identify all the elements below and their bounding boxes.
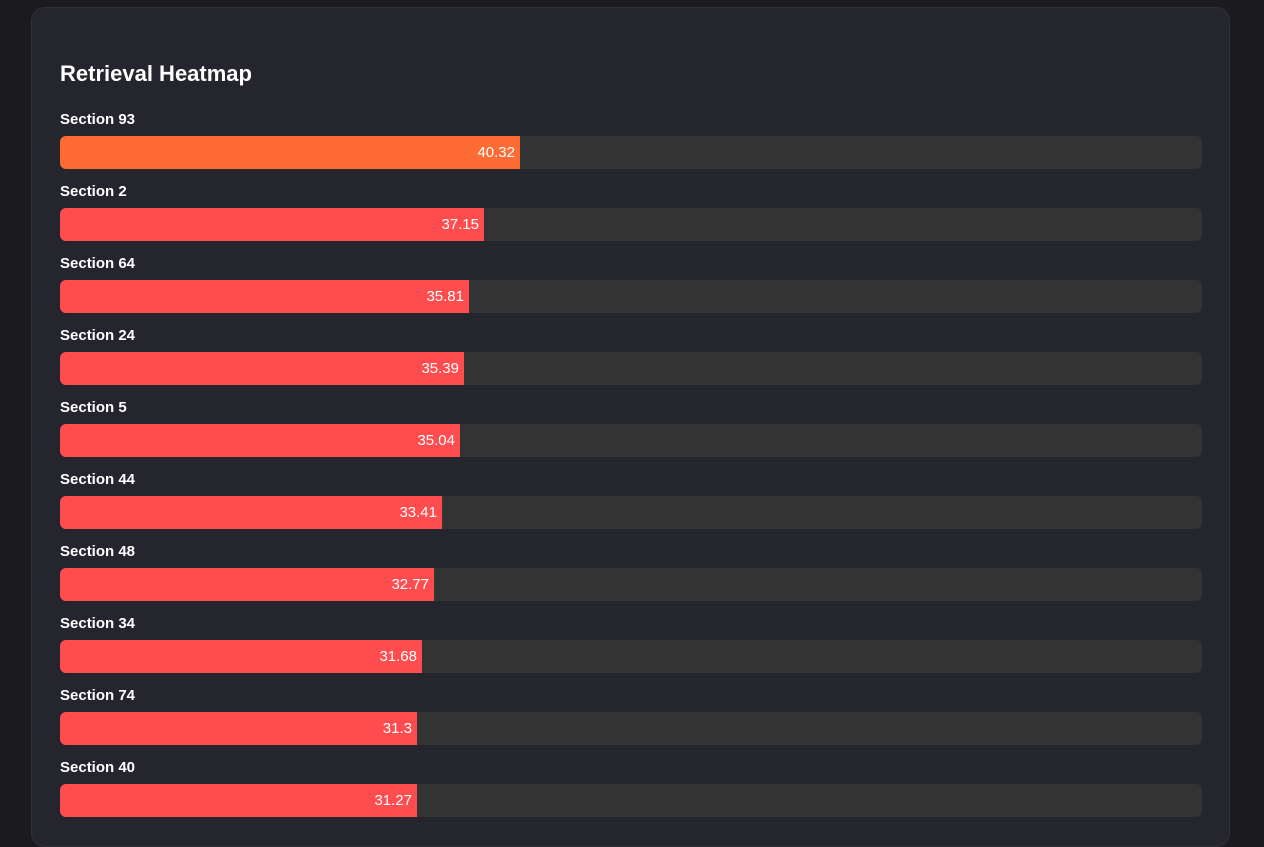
bar-value-label: 40.32 [477, 144, 515, 161]
bar-category-label: Section 64 [60, 255, 136, 272]
bar-row: Section 40 31.27 [60, 759, 1202, 831]
bar-category-label: Section 24 [60, 327, 136, 344]
bar-category-label: Section 44 [60, 471, 136, 488]
bar-fill [60, 208, 484, 241]
bar-track: 37.15 [60, 208, 1202, 241]
bar-value-label: 37.15 [441, 216, 479, 233]
bar-fill [60, 568, 434, 601]
bar-fill [60, 136, 520, 169]
bar-category-label: Section 93 [60, 111, 136, 128]
bar-row: Section 74 31.3 [60, 687, 1202, 759]
bar-value-label: 31.3 [382, 720, 412, 737]
bar-row: Section 44 33.41 [60, 471, 1202, 543]
bar-list: Section 93 40.32 Section 2 37.15 Section 64 3… [60, 111, 1202, 831]
bar-track: 31.68 [60, 640, 1202, 673]
bar-row: Section 48 32.77 [60, 543, 1202, 615]
bar-fill [60, 352, 464, 385]
bar-value-label: 35.81 [426, 288, 464, 305]
bar-category-label: Section 74 [60, 687, 136, 704]
bar-value-label: 35.39 [421, 360, 459, 377]
bar-row: Section 34 31.68 [60, 615, 1202, 687]
bar-value-label: 31.27 [374, 792, 412, 809]
bar-fill [60, 640, 422, 673]
card-title: Retrieval Heatmap [60, 61, 252, 86]
bar-row: Section 2 37.15 [60, 183, 1202, 255]
bar-fill [60, 424, 460, 457]
bar-row: Section 93 40.32 [60, 111, 1202, 183]
bar-fill [60, 712, 417, 745]
bar-category-label: Section 5 [60, 399, 127, 416]
bar-category-label: Section 2 [60, 183, 127, 200]
bar-value-label: 33.41 [399, 504, 437, 521]
bar-track: 35.04 [60, 424, 1202, 457]
bar-track: 31.27 [60, 784, 1202, 817]
bar-track: 35.39 [60, 352, 1202, 385]
bar-value-label: 35.04 [417, 432, 455, 449]
bar-category-label: Section 48 [60, 543, 136, 560]
bar-row: Section 5 35.04 [60, 399, 1202, 471]
bar-category-label: Section 34 [60, 615, 136, 632]
bar-value-label: 32.77 [391, 576, 429, 593]
bar-track: 35.81 [60, 280, 1202, 313]
bar-track: 40.32 [60, 136, 1202, 169]
heatmap-card: Retrieval Heatmap Section 93 40.32 Section… [31, 7, 1230, 847]
bar-row: Section 64 35.81 [60, 255, 1202, 327]
bar-track: 32.77 [60, 568, 1202, 601]
bar-value-label: 31.68 [379, 648, 417, 665]
bar-row: Section 24 35.39 [60, 327, 1202, 399]
bar-category-label: Section 40 [60, 759, 136, 776]
bar-fill [60, 784, 417, 817]
bar-track: 33.41 [60, 496, 1202, 529]
bar-fill [60, 280, 469, 313]
bar-fill [60, 496, 442, 529]
bar-track: 31.3 [60, 712, 1202, 745]
